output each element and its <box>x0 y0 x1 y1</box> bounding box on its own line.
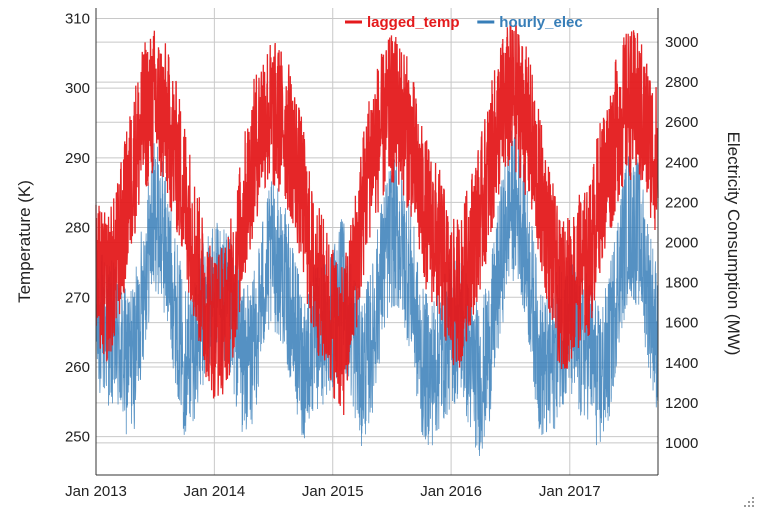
series-line-lagged-temp[interactable] <box>95 21 659 416</box>
legend-item-hourly-elec[interactable]: hourly_elec <box>477 14 583 31</box>
resize-grip-icon[interactable] <box>741 494 755 508</box>
y-right-tick-label: 2400 <box>665 154 698 171</box>
y-right-tick-label: 3000 <box>665 34 698 51</box>
x-tick-label: Jan 2014 <box>183 483 245 500</box>
legend-item-lagged-temp[interactable]: lagged_temp <box>345 14 460 31</box>
y-right-tick-label: 1600 <box>665 315 698 332</box>
legend-label: lagged_temp <box>367 14 460 31</box>
y-left-tick-label: 250 <box>65 429 90 446</box>
y-right-tick-label: 2600 <box>665 114 698 131</box>
legend[interactable]: lagged_temp hourly_elec <box>345 14 583 31</box>
y-right-tick-label: 2200 <box>665 194 698 211</box>
axes-layer: 250 260 270 280 290 300 310 1000 1200 1400 1600 180… <box>15 8 743 500</box>
y-left-tick-label: 300 <box>65 80 90 97</box>
x-tick-label: Jan 2013 <box>65 483 127 500</box>
legend-label: hourly_elec <box>499 14 582 31</box>
y-left-axis-title: Temperature (K) <box>15 180 34 303</box>
x-tick-label: Jan 2015 <box>302 483 364 500</box>
y-left-tick-label: 290 <box>65 150 90 167</box>
series-layer <box>95 21 659 456</box>
y-right-tick-label: 2000 <box>665 235 698 252</box>
y-left-tick-label: 280 <box>65 220 90 237</box>
y-left-tick-label: 260 <box>65 359 90 376</box>
x-tick-label: Jan 2016 <box>420 483 482 500</box>
x-tick-label: Jan 2017 <box>539 483 601 500</box>
y-left-tick-label: 310 <box>65 10 90 27</box>
y-right-tick-label: 2800 <box>665 74 698 91</box>
y-right-tick-label: 1400 <box>665 355 698 372</box>
y-right-axis-title: Electricity Consumption (MW) <box>724 132 743 356</box>
y-right-tick-label: 1800 <box>665 275 698 292</box>
y-left-tick-label: 270 <box>65 289 90 306</box>
y-right-tick-label: 1000 <box>665 435 698 452</box>
y-right-tick-label: 1200 <box>665 395 698 412</box>
